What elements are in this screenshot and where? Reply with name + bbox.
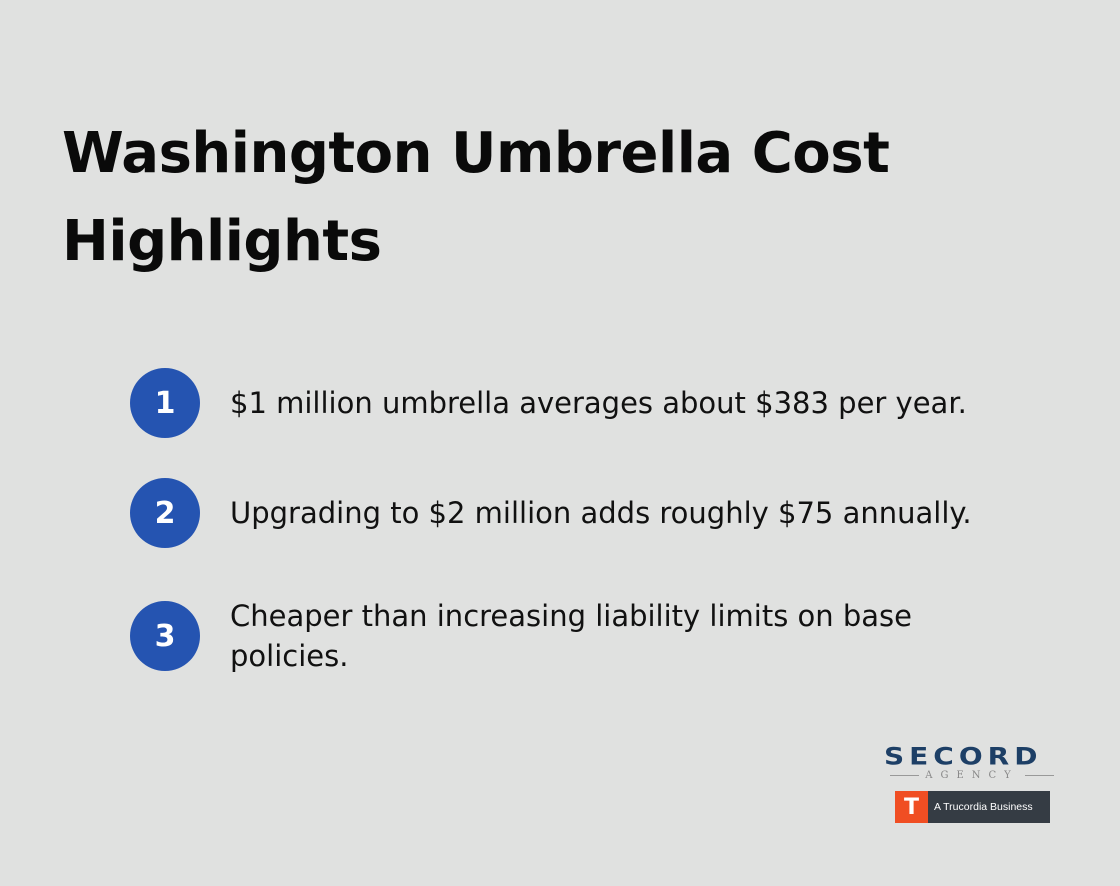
page-title: Washington Umbrella Cost Highlights xyxy=(62,121,890,274)
logo-name: SECORD xyxy=(884,742,1043,771)
logo-sub-text: AGENCY xyxy=(925,770,1019,781)
secord-agency-logo: SECORD AGENCY T A Trucordia Business xyxy=(884,742,1060,823)
divider xyxy=(890,775,920,776)
trucordia-icon: T xyxy=(895,791,928,823)
list-item: 3 Cheaper than increasing liability limi… xyxy=(130,596,1020,676)
item-text: $1 million umbrella averages about $383 … xyxy=(230,386,967,420)
number-badge: 1 xyxy=(130,368,200,438)
number-badge: 2 xyxy=(130,478,200,548)
number-badge: 3 xyxy=(130,601,200,671)
item-text: Upgrading to $2 million adds roughly $75… xyxy=(230,496,972,530)
badge-text: A Trucordia Business xyxy=(934,801,1033,813)
trucordia-badge: T A Trucordia Business xyxy=(895,791,1050,823)
logo-sub: AGENCY xyxy=(884,770,1060,781)
divider xyxy=(1024,775,1055,776)
list-item: 2 Upgrading to $2 million adds roughly $… xyxy=(130,478,1020,548)
list-item: 1 $1 million umbrella averages about $38… xyxy=(130,368,1020,438)
item-text: Cheaper than increasing liability limits… xyxy=(230,599,913,673)
